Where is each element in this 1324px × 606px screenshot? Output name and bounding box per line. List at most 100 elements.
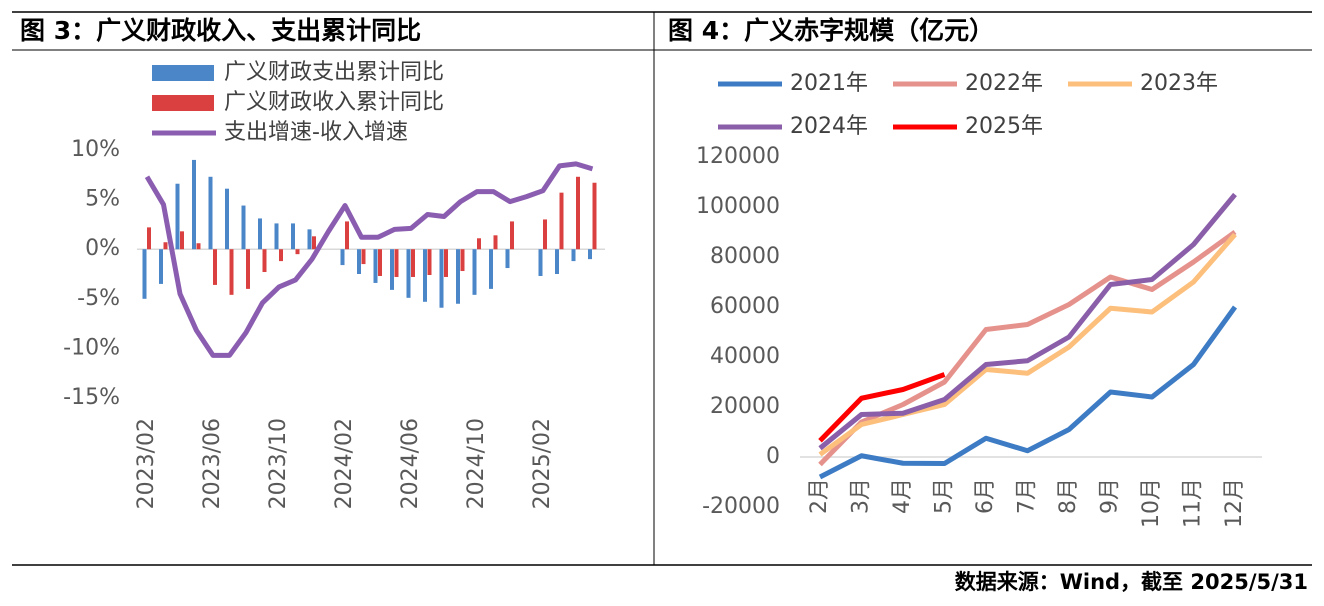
bar (390, 249, 394, 290)
bar (241, 205, 246, 250)
bar (357, 249, 361, 274)
bar (229, 249, 234, 295)
y-tick-label: 0 (766, 444, 780, 469)
bar (246, 249, 250, 289)
bar (345, 221, 349, 250)
x-tick-label: 2025/02 (530, 418, 555, 509)
y-tick-label: 20000 (710, 394, 780, 419)
y-tick-label: -15% (63, 385, 120, 410)
line-series (818, 372, 946, 443)
x-tick-label: 3月 (849, 478, 874, 514)
line-series (818, 305, 1238, 480)
bar (180, 231, 184, 250)
line-series (818, 232, 1237, 457)
legend-label: 2022年 (965, 71, 1043, 96)
bar (258, 218, 262, 250)
bar (538, 249, 543, 276)
bar (142, 249, 147, 299)
bar (559, 192, 564, 250)
bar (192, 159, 196, 250)
x-tick-label: 2024/02 (332, 418, 357, 509)
bar (406, 249, 411, 298)
x-tick-label: 2023/06 (200, 418, 225, 509)
y-tick-label: 120000 (696, 144, 780, 169)
bar (361, 249, 366, 265)
y-tick-label: 40000 (710, 344, 780, 369)
bar (555, 249, 559, 274)
bar (175, 183, 180, 250)
x-tick-label: 5月 (932, 478, 957, 514)
legend-swatch (152, 95, 214, 111)
y-tick-label: 10% (71, 137, 120, 162)
y-tick-label: -20000 (702, 494, 780, 519)
bar (444, 249, 448, 277)
bar (196, 243, 201, 250)
x-tick-label: 6月 (973, 478, 998, 514)
x-tick-label: 7月 (1015, 478, 1040, 514)
source: 数据来源：Wind，截至 2025/5/31 (955, 570, 1308, 594)
bar (411, 249, 415, 277)
legend-label: 2021年 (790, 71, 868, 96)
bar (456, 249, 460, 304)
y-tick-label: -5% (77, 286, 120, 311)
bar (312, 236, 316, 250)
x-tick-label: 2023/10 (266, 418, 291, 509)
x-tick-label: 2023/02 (134, 418, 159, 509)
x-tick-label: 4月 (890, 478, 915, 514)
line-series (144, 161, 594, 358)
bar (262, 249, 267, 273)
x-tick-label: 9月 (1098, 478, 1123, 514)
chart-title: 图 4：广义赤字规模（亿元） (668, 16, 994, 45)
x-tick-label: 8月 (1056, 478, 1081, 514)
y-tick-label: -10% (63, 335, 120, 360)
y-tick-label: 0% (85, 236, 120, 261)
chart-title: 图 3：广义财政收入、支出累计同比 (20, 16, 421, 45)
bar (163, 242, 168, 250)
bar (274, 223, 279, 250)
bar (394, 249, 399, 277)
bar (571, 249, 576, 262)
bar (378, 249, 382, 276)
legend-label: 广义财政收入累计同比 (224, 90, 444, 115)
bar (373, 249, 378, 283)
bar (279, 249, 283, 262)
line-series (818, 192, 1237, 451)
y-tick-label: 80000 (710, 244, 780, 269)
bar (213, 249, 217, 285)
x-tick-label: 2月 (807, 478, 832, 514)
bar (307, 229, 312, 250)
legend-label: 2024年 (790, 114, 868, 139)
bar (147, 227, 151, 250)
bar (291, 223, 295, 250)
bar (472, 249, 477, 295)
line-series (818, 229, 1237, 467)
legend-label: 2023年 (1140, 71, 1218, 96)
bar (159, 249, 163, 284)
bar (225, 188, 229, 250)
x-tick-label: 2024/10 (464, 418, 489, 509)
x-tick-label: 2024/06 (398, 418, 423, 509)
x-tick-label: 12月 (1222, 478, 1247, 528)
bar (576, 176, 580, 250)
bar (588, 249, 592, 260)
legend-label: 2025年 (965, 114, 1043, 139)
legend-label: 支出增速-收入增速 (224, 120, 408, 145)
bar (592, 182, 597, 250)
bar (477, 238, 481, 250)
bar (208, 176, 213, 250)
x-tick-label: 10月 (1139, 478, 1164, 528)
bar (505, 249, 510, 269)
bar (427, 249, 432, 275)
y-tick-label: 100000 (696, 194, 780, 219)
y-tick-label: 5% (85, 187, 120, 212)
bar (439, 249, 444, 308)
bar (340, 249, 345, 266)
legend-swatch (152, 65, 214, 81)
bar (423, 249, 427, 302)
bar (543, 219, 547, 250)
legend-label: 广义财政支出累计同比 (224, 60, 444, 85)
bar (493, 235, 498, 250)
bar (295, 249, 300, 255)
x-tick-label: 11月 (1181, 478, 1206, 528)
